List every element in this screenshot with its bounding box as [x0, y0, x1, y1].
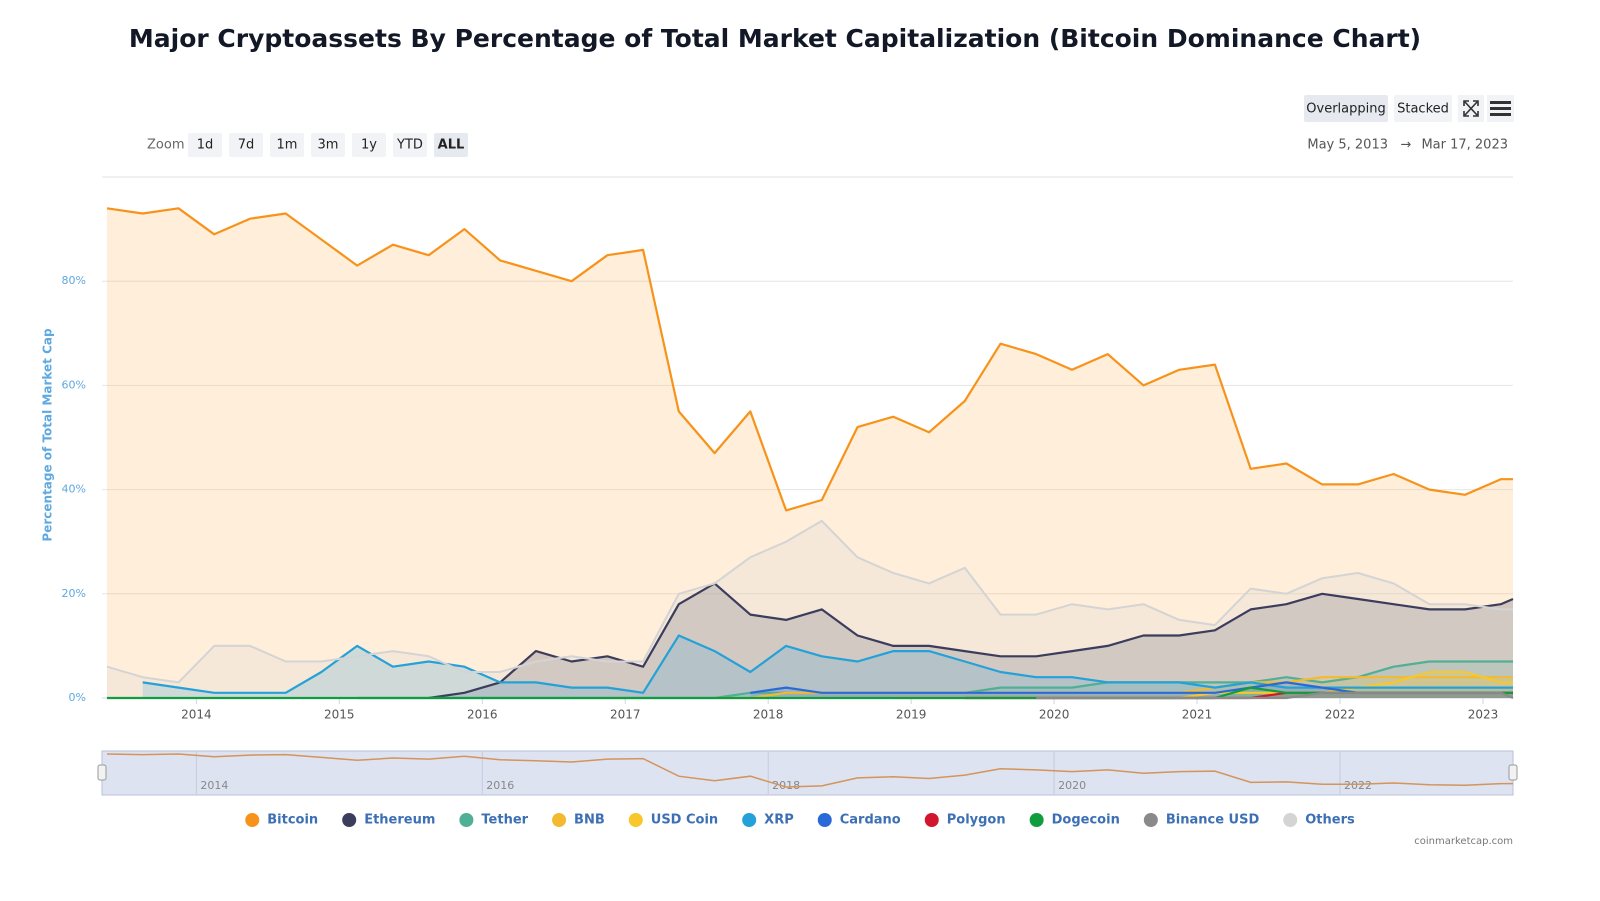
x-tick-label: 2017	[610, 708, 641, 722]
series-area	[750, 682, 1513, 698]
legend-label[interactable]: Tether	[481, 813, 528, 828]
x-tick-label: 2021	[1182, 708, 1213, 722]
series-area	[107, 208, 1513, 699]
legend-marker[interactable]	[628, 813, 643, 827]
y-tick-label: 80%	[62, 274, 86, 287]
legend-marker[interactable]	[1283, 813, 1298, 827]
legend-label[interactable]: BNB	[574, 813, 605, 828]
zoom-button[interactable]: 7d	[238, 138, 255, 153]
y-tick-label: 60%	[62, 378, 86, 391]
legend-label[interactable]: Polygon	[947, 813, 1006, 828]
mode-button-bg[interactable]	[1304, 95, 1388, 122]
legend-label[interactable]: Ethereum	[364, 813, 435, 828]
mode-button[interactable]: Overlapping	[1306, 102, 1385, 117]
x-tick-label: 2022	[1325, 708, 1356, 722]
legend-label[interactable]: Cardano	[840, 813, 901, 828]
zoom-button[interactable]: 1m	[277, 138, 298, 153]
legend-marker[interactable]	[342, 813, 357, 827]
credit[interactable]: coinmarketcap.com	[1414, 836, 1513, 847]
x-tick-label: 2016	[467, 708, 498, 722]
series-line	[142, 634, 1513, 694]
zoom-button-bg[interactable]	[393, 133, 427, 157]
legend-marker[interactable]	[924, 813, 939, 827]
series-line	[106, 207, 1513, 512]
series-line	[1036, 691, 1514, 700]
x-tick-label: 2020	[1039, 708, 1070, 722]
zoom-label: Zoom	[147, 138, 184, 153]
plot-area	[106, 207, 1514, 700]
series-area	[1036, 692, 1513, 698]
series-area	[107, 520, 1513, 698]
range-separator: →	[1401, 138, 1412, 153]
x-tick-label: 2014	[181, 708, 212, 722]
series-area	[107, 687, 1513, 698]
series-area	[142, 635, 1514, 698]
navigator-tick-label: 2018	[772, 779, 800, 792]
legend-marker[interactable]	[742, 813, 757, 827]
legend-label[interactable]: XRP	[764, 813, 794, 828]
legend-marker[interactable]	[817, 813, 832, 827]
legend-label[interactable]: Bitcoin	[267, 813, 318, 828]
zoom-button-bg[interactable]	[311, 133, 345, 157]
y-tick-label: 40%	[62, 483, 86, 496]
zoom-button[interactable]: 1d	[197, 138, 214, 153]
zoom-button[interactable]: 1y	[361, 138, 377, 153]
navigator-handle[interactable]	[97, 764, 107, 781]
legend-marker[interactable]	[459, 813, 474, 827]
menu-icon[interactable]	[1487, 95, 1514, 122]
mode-button-bg[interactable]	[1394, 95, 1452, 122]
legend-label[interactable]: Binance USD	[1166, 813, 1260, 828]
navigator-tick-label: 2020	[1058, 779, 1086, 792]
legend-marker[interactable]	[1029, 813, 1044, 827]
series-area	[964, 692, 1513, 698]
series-line	[106, 519, 1513, 684]
series-line	[107, 686, 1513, 700]
zoom-button[interactable]: YTD	[396, 138, 423, 153]
navigator-tick-label: 2014	[200, 779, 228, 792]
y-tick-label: 20%	[62, 587, 86, 600]
x-tick-label: 2018	[753, 708, 784, 722]
x-tick-label: 2015	[324, 708, 355, 722]
date-to[interactable]: Mar 17, 2023	[1421, 138, 1508, 153]
zoom-button-bg[interactable]	[270, 133, 304, 157]
legend-marker[interactable]	[552, 813, 567, 827]
mode-button[interactable]: Stacked	[1397, 102, 1449, 117]
date-from[interactable]: May 5, 2013	[1307, 138, 1388, 153]
zoom-button-bg[interactable]	[352, 133, 386, 157]
navigator-tick-label: 2022	[1344, 779, 1372, 792]
navigator-handle[interactable]	[1508, 764, 1518, 781]
zoom-button[interactable]: 3m	[318, 138, 339, 153]
legend-label[interactable]: Dogecoin	[1052, 813, 1120, 828]
zoom-button-bg[interactable]	[434, 133, 468, 157]
series-area	[893, 672, 1513, 698]
zoom-button-bg[interactable]	[229, 133, 263, 157]
series-area	[428, 583, 1514, 698]
series-area	[357, 661, 1514, 698]
x-tick-label: 2023	[1468, 708, 1499, 722]
series-line	[428, 582, 1514, 700]
legend-label[interactable]: USD Coin	[651, 813, 718, 828]
zoom-button[interactable]: ALL	[438, 138, 465, 153]
navigator-line	[106, 753, 1513, 788]
legend-label[interactable]: Others	[1305, 813, 1355, 828]
navigator[interactable]	[101, 750, 1514, 796]
legend-marker[interactable]	[245, 813, 260, 827]
legend-marker[interactable]	[1143, 813, 1158, 827]
chart-title: Major Cryptoassets By Percentage of Tota…	[129, 24, 1421, 53]
fullscreen-icon[interactable]	[1458, 95, 1484, 122]
y-axis-label: Percentage of Total Market Cap	[41, 328, 55, 542]
zoom-button-bg[interactable]	[188, 133, 222, 157]
navigator-tick-label: 2016	[486, 779, 514, 792]
legend: Bitcoin Ethereum Tether BNB USD Coin XRP Carda…	[245, 813, 1355, 828]
x-tick-label: 2019	[896, 708, 927, 722]
y-tick-label: 0%	[69, 691, 86, 704]
